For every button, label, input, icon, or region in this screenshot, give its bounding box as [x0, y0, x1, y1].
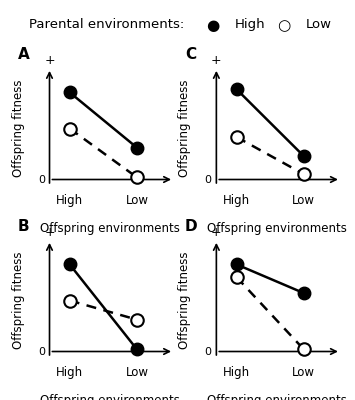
Text: 0: 0 [204, 174, 212, 184]
Text: D: D [185, 219, 197, 234]
Text: Offspring fitness: Offspring fitness [11, 79, 24, 177]
Text: High: High [56, 366, 83, 379]
Text: Offspring fitness: Offspring fitness [11, 251, 24, 349]
Text: High: High [234, 18, 265, 31]
Text: Low: Low [125, 194, 148, 207]
Text: Low: Low [292, 194, 315, 207]
Text: Parental environments:: Parental environments: [29, 18, 184, 31]
Text: High: High [223, 366, 250, 379]
Text: Low: Low [292, 366, 315, 379]
Text: +: + [211, 226, 222, 239]
Text: 0: 0 [38, 346, 45, 356]
Text: B: B [18, 219, 30, 234]
Text: Offspring environments: Offspring environments [40, 394, 180, 400]
Text: ○: ○ [277, 18, 291, 33]
Text: +: + [44, 226, 55, 239]
Text: Offspring environments: Offspring environments [207, 222, 347, 234]
Text: A: A [18, 47, 30, 62]
Text: ●: ● [206, 18, 220, 33]
Text: High: High [223, 194, 250, 207]
Text: +: + [44, 54, 55, 67]
Text: Low: Low [125, 366, 148, 379]
Text: Offspring fitness: Offspring fitness [178, 79, 191, 177]
Text: Low: Low [305, 18, 331, 31]
Text: Offspring environments: Offspring environments [40, 222, 180, 234]
Text: 0: 0 [38, 174, 45, 184]
Text: C: C [185, 47, 196, 62]
Text: 0: 0 [204, 346, 212, 356]
Text: Offspring fitness: Offspring fitness [178, 251, 191, 349]
Text: +: + [211, 54, 222, 67]
Text: Offspring environments: Offspring environments [207, 394, 347, 400]
Text: High: High [56, 194, 83, 207]
